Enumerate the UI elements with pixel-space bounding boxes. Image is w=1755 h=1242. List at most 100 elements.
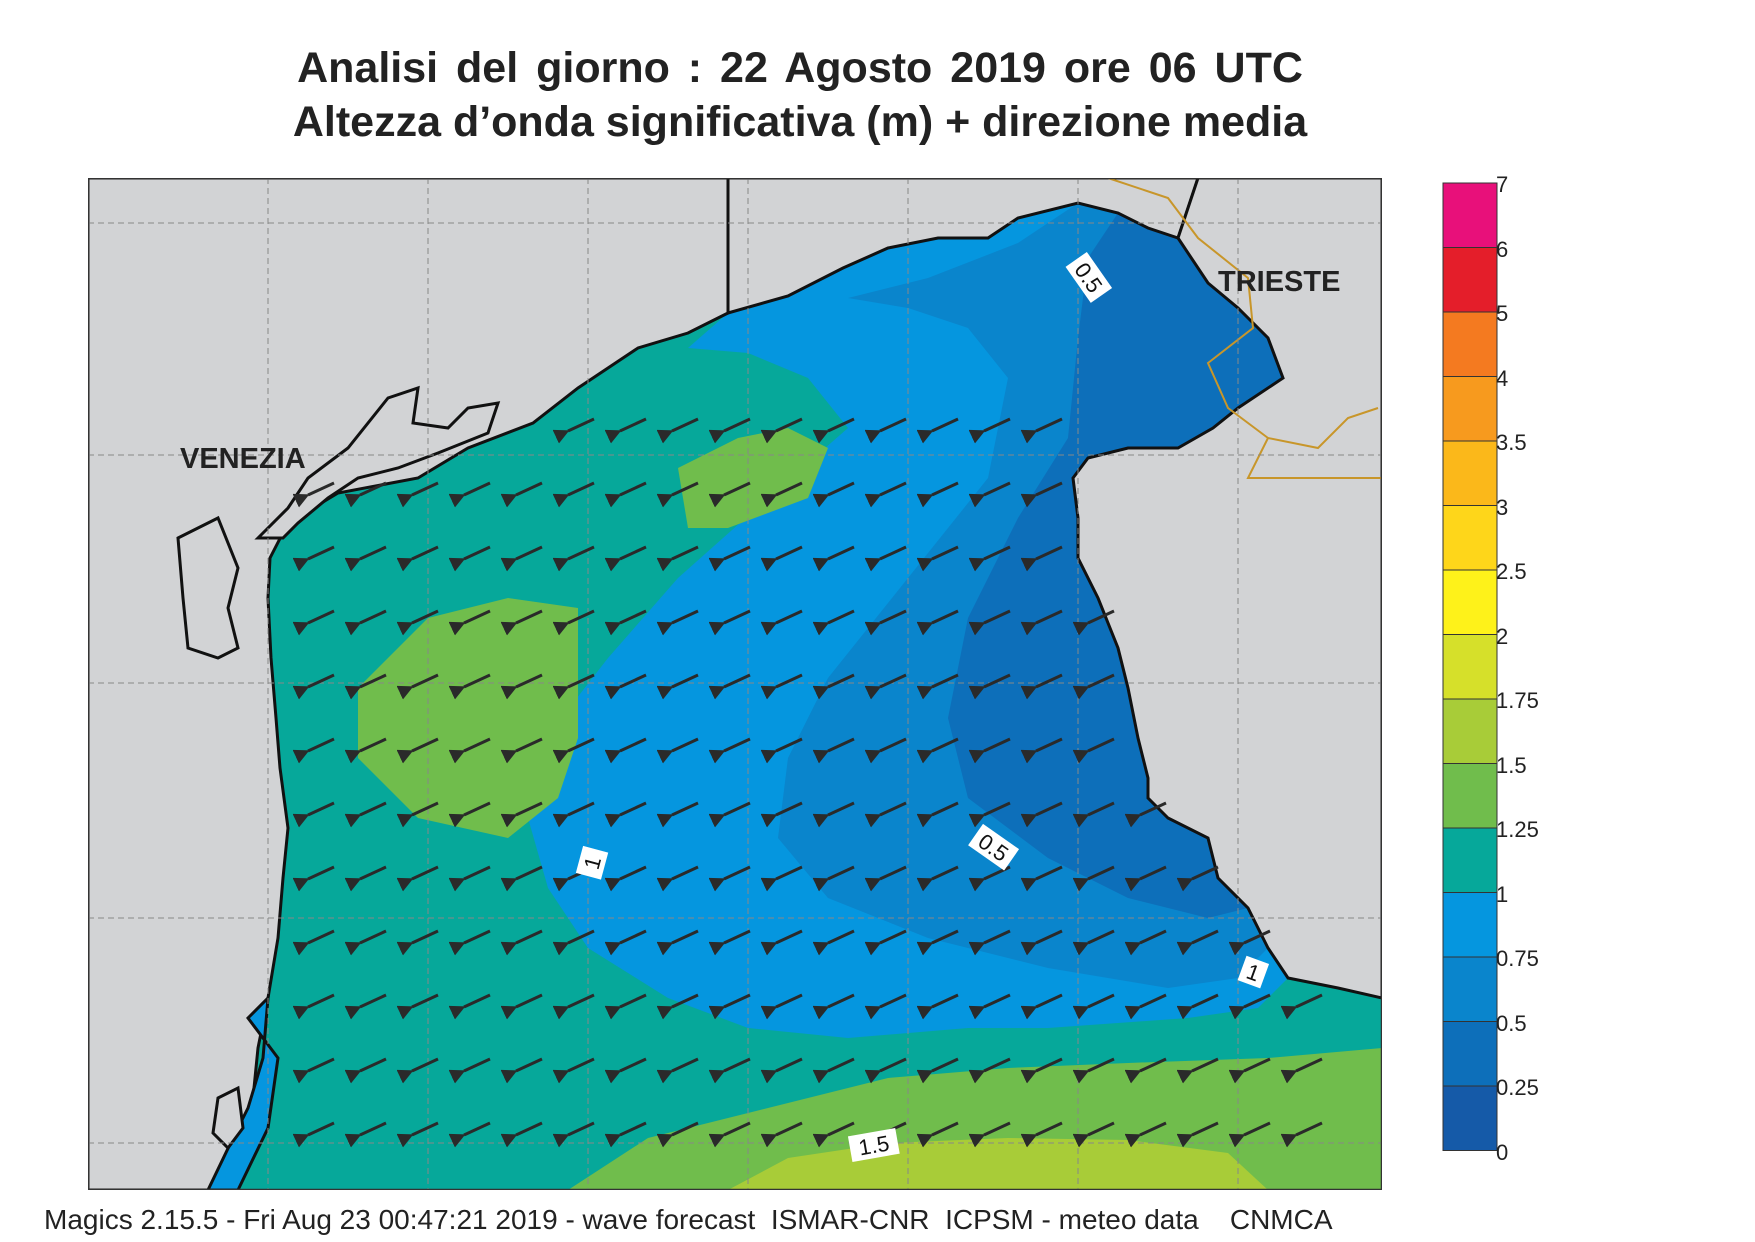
wave-arrow bbox=[1228, 1121, 1271, 1148]
wave-arrow bbox=[448, 929, 491, 956]
wave-arrow bbox=[396, 545, 439, 572]
wave-arrow bbox=[344, 673, 387, 700]
wave-arrow bbox=[916, 545, 959, 572]
legend-color-box bbox=[1442, 311, 1498, 377]
wave-arrow bbox=[448, 1121, 491, 1148]
wave-arrow bbox=[344, 545, 387, 572]
wave-arrow bbox=[968, 1057, 1011, 1084]
wave-arrow bbox=[1176, 1057, 1219, 1084]
wave-arrow bbox=[864, 801, 907, 828]
wave-arrow bbox=[448, 737, 491, 764]
wave-arrow bbox=[396, 609, 439, 636]
legend-tick-label: 0.75 bbox=[1496, 946, 1539, 971]
wave-arrow bbox=[344, 737, 387, 764]
wave-arrow bbox=[1072, 865, 1115, 892]
city-label-venezia: VENEZIA bbox=[180, 443, 306, 475]
wave-arrow bbox=[448, 481, 491, 508]
wave-arrow bbox=[344, 609, 387, 636]
wave-arrow bbox=[604, 801, 647, 828]
sea-band-1.25-1.5-a bbox=[358, 598, 578, 838]
wave-arrow bbox=[864, 545, 907, 572]
wave-arrow bbox=[344, 929, 387, 956]
legend-color-box bbox=[1442, 182, 1498, 248]
wave-arrow bbox=[552, 673, 595, 700]
legend-color-box bbox=[1442, 376, 1498, 442]
wave-arrow bbox=[396, 673, 439, 700]
mainland-left bbox=[176, 515, 240, 660]
wave-arrow bbox=[1020, 801, 1063, 828]
legend-tick-label: 1.75 bbox=[1496, 688, 1539, 713]
legend-tick-label: 5 bbox=[1496, 301, 1509, 326]
wave-arrow bbox=[812, 1121, 855, 1148]
legend-tick-label: 1 bbox=[1496, 881, 1509, 907]
wave-arrow bbox=[916, 929, 959, 956]
wave-arrow bbox=[968, 609, 1011, 636]
wave-arrow bbox=[760, 545, 803, 572]
legend-color-box bbox=[1442, 763, 1498, 829]
wave-arrow bbox=[864, 1057, 907, 1084]
wave-arrow bbox=[1176, 993, 1219, 1020]
wave-arrow bbox=[916, 609, 959, 636]
wave-arrow bbox=[552, 609, 595, 636]
wave-arrow bbox=[552, 993, 595, 1020]
wave-arrow bbox=[1124, 801, 1167, 828]
wave-arrow bbox=[292, 737, 335, 764]
wave-arrow bbox=[344, 993, 387, 1020]
wave-arrow bbox=[812, 609, 855, 636]
wave-arrow bbox=[916, 1057, 959, 1084]
wave-arrow bbox=[500, 865, 543, 892]
wave-arrow bbox=[968, 929, 1011, 956]
wave-arrow bbox=[1072, 801, 1115, 828]
wave-arrow bbox=[760, 865, 803, 892]
wave-arrow bbox=[968, 481, 1011, 508]
wave-arrow bbox=[812, 993, 855, 1020]
wave-arrow bbox=[500, 1057, 543, 1084]
legend-color-box bbox=[1442, 505, 1498, 571]
lagoon-islands bbox=[254, 385, 501, 540]
wave-arrow bbox=[396, 1057, 439, 1084]
wave-arrow bbox=[760, 929, 803, 956]
wave-arrow bbox=[760, 609, 803, 636]
legend-color-box bbox=[1442, 827, 1498, 893]
wave-arrow bbox=[968, 801, 1011, 828]
wave-arrow bbox=[1228, 993, 1271, 1020]
legend-tick-label: 0.5 bbox=[1496, 1010, 1527, 1036]
wave-arrow bbox=[448, 545, 491, 572]
wave-arrow bbox=[708, 609, 751, 636]
wave-arrow bbox=[916, 737, 959, 764]
legend-color-box bbox=[1442, 1021, 1498, 1087]
wave-arrow bbox=[1072, 609, 1115, 636]
wave-arrow bbox=[1228, 929, 1271, 956]
wave-arrow bbox=[708, 417, 751, 444]
wave-arrow bbox=[604, 1121, 647, 1148]
wave-arrow bbox=[552, 545, 595, 572]
wave-arrow bbox=[708, 737, 751, 764]
legend-tick-label: 3 bbox=[1496, 494, 1509, 520]
legend-color-box bbox=[1442, 1085, 1498, 1151]
wave-arrow bbox=[396, 929, 439, 956]
legend-tick-label: 0 bbox=[1496, 1139, 1509, 1165]
legend-color-box bbox=[1442, 440, 1498, 506]
wave-arrow bbox=[812, 865, 855, 892]
wave-arrow bbox=[708, 481, 751, 508]
wave-arrow bbox=[968, 1121, 1011, 1148]
wave-arrow bbox=[864, 929, 907, 956]
wave-arrow bbox=[500, 609, 543, 636]
wave-arrow bbox=[604, 1057, 647, 1084]
wave-arrow bbox=[864, 737, 907, 764]
wave-arrow bbox=[864, 417, 907, 444]
map-subtitle: Altezza d’onda significativa (m) + direz… bbox=[292, 98, 1308, 146]
wave-arrow bbox=[812, 1057, 855, 1084]
wave-arrow bbox=[656, 545, 699, 572]
wave-arrow bbox=[708, 801, 751, 828]
wave-arrow bbox=[1176, 929, 1219, 956]
wave-arrow bbox=[1020, 609, 1063, 636]
contour-label-1-west: 1 bbox=[575, 845, 609, 880]
wave-arrow bbox=[396, 1121, 439, 1148]
legend-tick-label: 3.5 bbox=[1496, 430, 1527, 455]
wave-arrow bbox=[916, 1121, 959, 1148]
wave-arrow bbox=[292, 1057, 335, 1084]
wave-arrow bbox=[396, 481, 439, 508]
wave-arrow bbox=[292, 481, 335, 508]
wave-arrow bbox=[1124, 865, 1167, 892]
